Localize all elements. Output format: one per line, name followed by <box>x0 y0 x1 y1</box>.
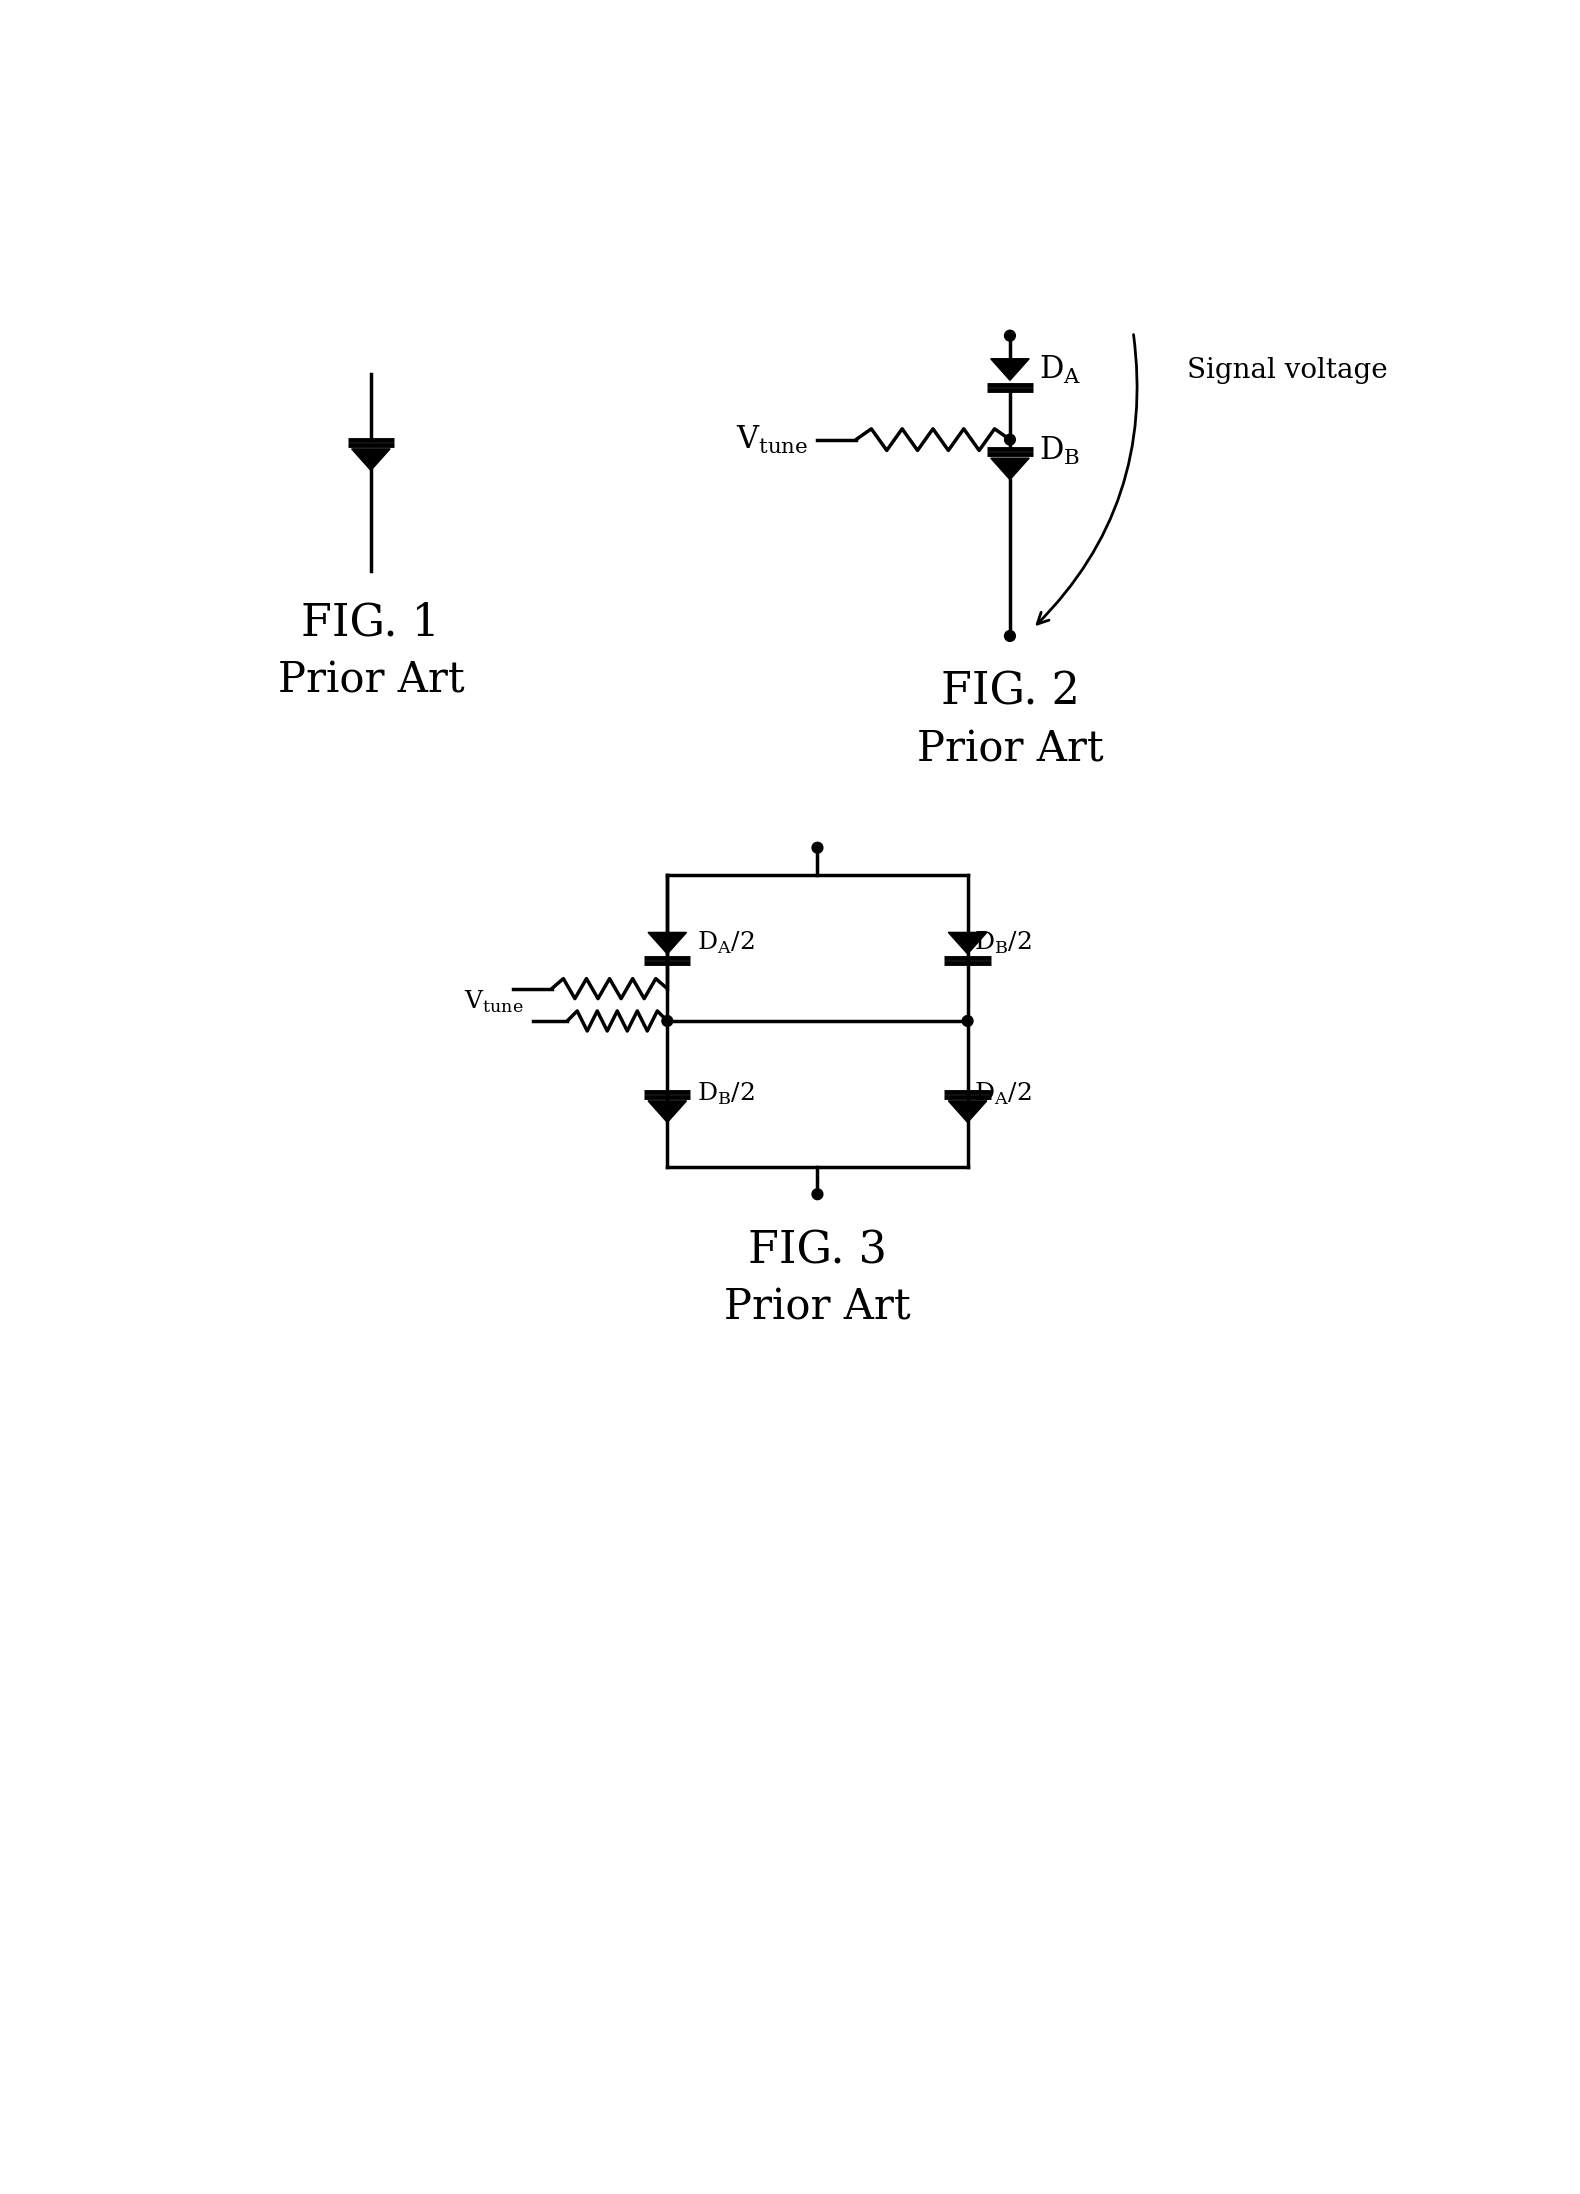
Circle shape <box>812 1189 823 1200</box>
Text: D$_\mathregular{B}$/2: D$_\mathregular{B}$/2 <box>697 1082 754 1108</box>
Text: Prior Art: Prior Art <box>724 1286 910 1330</box>
Circle shape <box>1005 630 1016 641</box>
Polygon shape <box>991 459 1029 480</box>
Polygon shape <box>648 1101 687 1123</box>
Circle shape <box>662 1016 673 1027</box>
Text: FIG. 1: FIG. 1 <box>302 601 441 645</box>
Polygon shape <box>948 932 988 954</box>
Text: D$_\mathregular{A}$: D$_\mathregular{A}$ <box>1040 353 1082 386</box>
Circle shape <box>962 1016 973 1027</box>
Circle shape <box>1005 434 1016 445</box>
Text: FIG. 3: FIG. 3 <box>747 1229 886 1273</box>
Polygon shape <box>352 450 390 470</box>
Text: V$_\mathregular{tune}$: V$_\mathregular{tune}$ <box>736 423 809 456</box>
Circle shape <box>1005 331 1016 340</box>
Text: FIG. 2: FIG. 2 <box>940 671 1079 713</box>
Polygon shape <box>948 1101 988 1123</box>
Polygon shape <box>991 360 1029 380</box>
Circle shape <box>812 842 823 853</box>
Text: V$_\mathregular{tune}$: V$_\mathregular{tune}$ <box>463 989 523 1016</box>
Text: D$_\mathregular{B}$: D$_\mathregular{B}$ <box>1040 434 1081 467</box>
Text: Signal voltage: Signal voltage <box>1187 358 1387 384</box>
Text: Prior Art: Prior Art <box>278 658 465 702</box>
Text: Prior Art: Prior Art <box>916 728 1103 770</box>
Text: D$_\mathregular{A}$/2: D$_\mathregular{A}$/2 <box>973 1082 1032 1108</box>
Text: D$_\mathregular{B}$/2: D$_\mathregular{B}$/2 <box>973 930 1032 957</box>
Text: D$_\mathregular{A}$/2: D$_\mathregular{A}$/2 <box>697 930 754 957</box>
Polygon shape <box>648 932 687 954</box>
